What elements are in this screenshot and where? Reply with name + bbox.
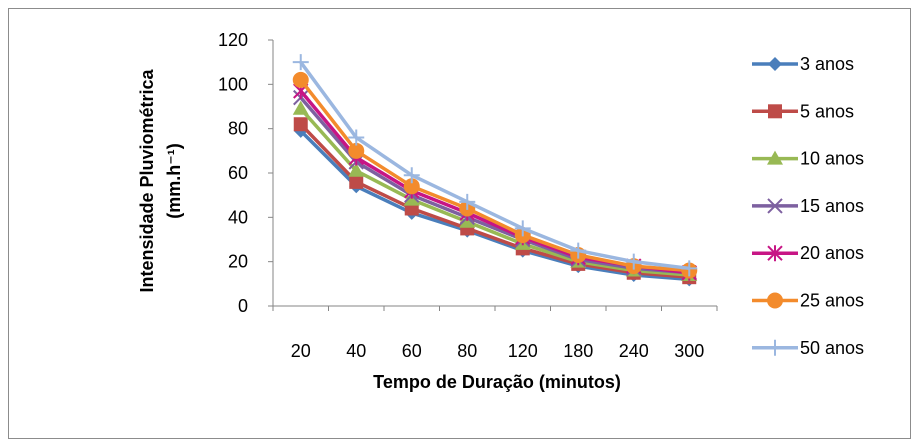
legend-item: 5 anos [752, 101, 854, 121]
legend-marker [767, 339, 783, 356]
x-tick-label: 60 [402, 341, 422, 361]
data-point [348, 142, 365, 159]
data-point [292, 71, 309, 88]
data-point [403, 167, 420, 184]
legend-marker [767, 292, 783, 309]
y-tick-labels: 0 20 40 60 80 100 120 [218, 30, 248, 316]
x-axis-title: Tempo de Duração (minutos) [373, 372, 621, 392]
x-tick-labels: 20 40 60 80 120 180 240 300 [291, 341, 705, 361]
y-tick-label: 40 [228, 207, 248, 227]
axes [268, 39, 718, 311]
series-50-anos [292, 54, 698, 277]
data-point [403, 178, 420, 195]
series-line [299, 129, 690, 282]
y-tick-label: 100 [218, 74, 248, 94]
legend-label: 20 anos [800, 243, 864, 263]
legend-label: 3 anos [800, 54, 854, 74]
y-tick-label: 80 [228, 119, 248, 139]
series-10-anos [292, 100, 698, 281]
legend-marker [767, 150, 783, 165]
x-tick-label: 80 [457, 341, 477, 361]
series-group [292, 54, 698, 287]
legend-marker [767, 198, 783, 214]
legend-item: 50 anos [752, 338, 864, 358]
data-point [514, 220, 531, 237]
legend-item: 15 anos [752, 196, 864, 216]
data-point [348, 129, 365, 146]
x-tick-label: 20 [291, 341, 311, 361]
legend-marker [768, 57, 782, 71]
data-point [349, 174, 364, 189]
series-line [299, 123, 690, 279]
data-point [293, 117, 308, 132]
series-line [299, 96, 690, 275]
x-tick-label: 240 [619, 341, 649, 361]
legend-label: 15 anos [800, 196, 864, 216]
data-point [292, 54, 309, 71]
x-tick-label: 180 [563, 341, 593, 361]
x-tick-label: 300 [674, 341, 704, 361]
y-axis-unit: (mm.h⁻¹) [164, 143, 184, 219]
legend-item: 3 anos [752, 54, 854, 74]
x-tick-label: 120 [508, 341, 538, 361]
data-point [570, 242, 587, 259]
chart-frame [8, 8, 911, 439]
y-tick-label: 20 [228, 252, 248, 272]
legend-label: 10 anos [800, 149, 864, 169]
legend-item: 25 anos [752, 291, 864, 311]
y-tick-label: 120 [218, 30, 248, 50]
legend-item: 10 anos [752, 149, 864, 169]
data-point [459, 193, 476, 210]
legend-label: 5 anos [800, 101, 854, 121]
series-line [299, 107, 690, 277]
y-tick-label: 60 [228, 163, 248, 183]
data-point [681, 260, 698, 277]
legend-item: 20 anos [752, 243, 864, 263]
data-point [348, 162, 365, 177]
y-axis-title: Intensidade Pluviométrica [137, 68, 157, 292]
legend-marker [767, 245, 783, 262]
data-point [625, 253, 642, 270]
legend: 3 anos 5 anos 10 anos 15 anos 20 anos 25 anos… [752, 54, 864, 358]
series-line [299, 61, 690, 271]
series-line [299, 78, 690, 273]
y-tick-label: 0 [238, 296, 248, 316]
data-point [292, 100, 309, 115]
legend-label: 25 anos [800, 291, 864, 311]
x-tick-label: 40 [346, 341, 366, 361]
legend-label: 50 anos [800, 338, 864, 358]
legend-marker [768, 104, 782, 119]
